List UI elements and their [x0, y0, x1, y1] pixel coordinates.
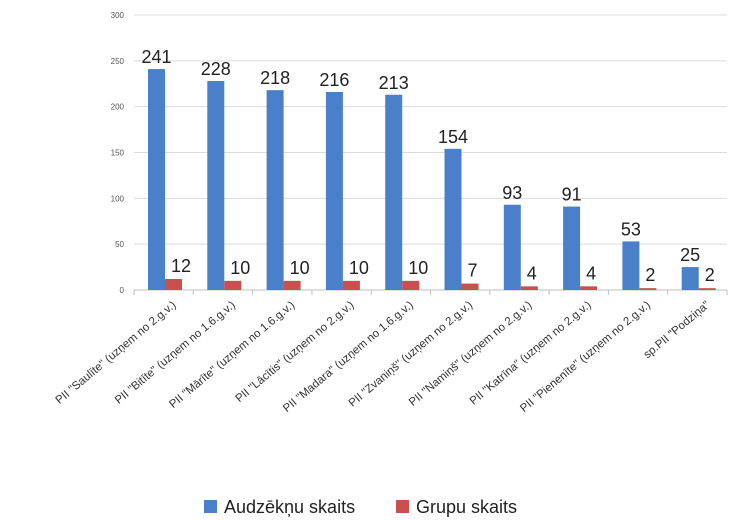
- y-tick-label-300: 300: [111, 11, 125, 20]
- data-label-grupu-9: 2: [705, 265, 715, 285]
- bar-grupu-1: [224, 280, 242, 290]
- bar-audzeknu-9: [681, 267, 699, 290]
- bars: [148, 69, 716, 291]
- data-label-audzeknu-6: 93: [502, 183, 522, 203]
- legend-label-grupu: Grupu skaits: [416, 497, 517, 517]
- data-label-audzeknu-4: 213: [379, 73, 409, 93]
- data-label-audzeknu-2: 218: [260, 68, 290, 88]
- y-tick-label-150: 150: [111, 149, 125, 158]
- bar-audzeknu-3: [325, 92, 343, 290]
- bar-audzeknu-4: [385, 94, 403, 290]
- y-tick-label-250: 250: [111, 57, 125, 66]
- bar-audzeknu-5: [444, 148, 462, 290]
- bar-grupu-9: [698, 288, 716, 290]
- bar-audzeknu-1: [207, 81, 225, 290]
- bar-audzeknu-6: [503, 204, 521, 290]
- data-label-grupu-1: 10: [230, 258, 250, 278]
- bar-grupu-6: [520, 286, 538, 290]
- y-tick-label-0: 0: [120, 286, 125, 295]
- y-axis-ticks: 0 50 100 150 200 250 300: [111, 11, 125, 295]
- data-label-grupu-2: 10: [290, 258, 310, 278]
- category-label-2: PII "Mārīte" (uzņem no 1.6.g.v.): [167, 299, 297, 411]
- bar-audzeknu-0: [148, 69, 165, 290]
- y-tick-label-50: 50: [115, 240, 124, 249]
- data-label-audzeknu-5: 154: [438, 127, 468, 147]
- x-axis-categories: PII "Saulīte" (uzņem no 2.g.v.)PII "Bitī…: [54, 299, 713, 415]
- category-label-1: PII "Bitīte" (uzņem no 1.6.g.v.): [113, 299, 238, 407]
- legend-swatch-audzeknu: [204, 500, 217, 513]
- category-label-6: PII "Namiņš" (uzņem no 2.g.v.): [407, 299, 535, 409]
- data-label-audzeknu-0: 241: [141, 47, 171, 67]
- bar-audzeknu-2: [266, 90, 284, 291]
- legend-swatch-grupu: [396, 500, 409, 513]
- legend-label-audzeknu: Audzēkņu skaits: [224, 497, 355, 517]
- data-label-audzeknu-7: 91: [562, 185, 582, 205]
- bar-grupu-3: [342, 280, 360, 290]
- y-tick-label-100: 100: [111, 194, 125, 203]
- legend: Audzēkņu skaits Grupu skaits: [204, 497, 517, 517]
- bar-grupu-5: [461, 283, 479, 290]
- bar-grupu-7: [580, 286, 598, 290]
- data-labels: 2411222810218102161021310154793491453225…: [141, 47, 714, 285]
- data-label-grupu-8: 2: [645, 265, 655, 285]
- category-label-5: PII "Zvaniņš" (uzņem no 2.g.v.): [347, 299, 476, 410]
- bar-grupu-0: [165, 279, 182, 290]
- data-label-audzeknu-8: 53: [621, 219, 641, 239]
- bar-audzeknu-8: [622, 241, 640, 290]
- data-label-grupu-4: 10: [408, 258, 428, 278]
- data-label-grupu-6: 4: [527, 263, 537, 283]
- bar-grupu-2: [283, 280, 301, 290]
- category-label-0: PII "Saulīte" (uzņem no 2.g.v.): [54, 299, 179, 407]
- data-label-audzeknu-3: 216: [319, 70, 349, 90]
- data-label-grupu-7: 4: [586, 263, 596, 283]
- category-label-8: PII "Pienenīte" (uzņem no 2.g.v.): [518, 299, 653, 415]
- gridlines: [133, 14, 728, 295]
- data-label-grupu-5: 7: [468, 261, 478, 281]
- data-label-grupu-0: 12: [171, 256, 191, 276]
- data-label-audzeknu-9: 25: [680, 245, 700, 265]
- bar-grupu-4: [402, 280, 420, 290]
- data-label-audzeknu-1: 228: [201, 59, 231, 79]
- bar-audzeknu-7: [563, 206, 581, 290]
- y-tick-label-200: 200: [111, 103, 125, 112]
- category-label-3: PII "Lācītis" (uzņem no 2.g.v.): [234, 299, 357, 405]
- data-label-grupu-3: 10: [349, 258, 369, 278]
- category-label-7: PII "Katrīna" (uzņem no 2.g.v.): [468, 299, 594, 407]
- bar-grupu-8: [639, 288, 657, 290]
- category-label-4: PII "Madara" (uzņem no 1.6.g.v.): [281, 299, 416, 415]
